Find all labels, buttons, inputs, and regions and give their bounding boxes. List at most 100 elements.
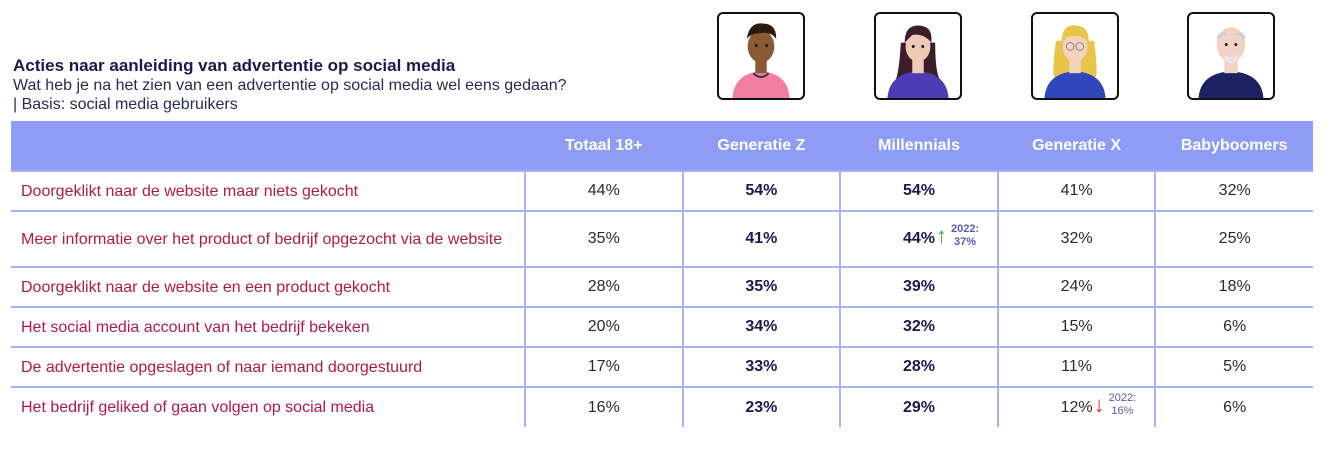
value-cell: 6% — [1154, 386, 1313, 427]
value-cell: 54% — [839, 170, 998, 211]
previous-year-value: 2022: 37% — [951, 223, 979, 249]
arrow-up-icon: ↑ — [936, 223, 947, 248]
cell-value: 35% — [588, 230, 620, 248]
cell-value: 17% — [588, 358, 620, 376]
cell-value-text: 11% — [1061, 358, 1092, 375]
value-cell: 32% — [996, 210, 1156, 267]
cell-value-text: 41% — [745, 230, 778, 247]
avatar-generatie-z — [717, 12, 805, 100]
trend-annotation: ↓ 2022: 16% — [1093, 392, 1137, 418]
value-cell: 28% — [524, 266, 683, 307]
value-cell: 12% ↓ 2022: 16% — [996, 386, 1156, 427]
cell-value-text: 23% — [745, 398, 778, 416]
value-cell: 33% — [681, 346, 841, 387]
row-label: Het social media account van het bedrijf… — [11, 306, 525, 347]
value-cell: 24% — [996, 266, 1156, 307]
row-label: Doorgeklikt naar de website en een produ… — [11, 266, 525, 307]
value-cell: 41% — [996, 170, 1156, 211]
cell-value-text: 54% — [745, 182, 778, 199]
column-header: Babyboomers — [1180, 136, 1288, 154]
cell-value-text: 35% — [587, 230, 620, 247]
cell-value-text: 35% — [745, 278, 778, 295]
cell-value: 44% ↑ 2022: 37% — [902, 223, 979, 248]
row-label: Doorgeklikt naar de website maar niets g… — [11, 170, 525, 211]
column-header — [11, 121, 525, 171]
value-cell: 25% — [1154, 210, 1313, 267]
cell-value: 41% — [745, 230, 777, 248]
cell-value: 16% — [588, 399, 620, 417]
value-cell: 44% ↑ 2022: 37% — [839, 210, 998, 267]
cell-value: 28% — [903, 358, 935, 376]
table-row: Meer informatie over het product of bedr… — [11, 210, 1313, 267]
table-row: Doorgeklikt naar de website maar niets g… — [11, 170, 1313, 211]
cell-value-text: 5% — [1223, 358, 1247, 375]
value-cell: 17% — [524, 346, 683, 387]
cell-value: 20% — [588, 318, 620, 336]
cell-value: 34% — [745, 318, 777, 336]
cell-value-text: 32% — [1218, 182, 1251, 199]
cell-value: 23% — [745, 399, 777, 417]
value-cell: 16% — [524, 386, 683, 427]
cell-value-text: 39% — [902, 278, 935, 295]
cell-value: 39% — [903, 278, 935, 296]
value-cell: 44% — [524, 170, 683, 211]
value-cell: 20% — [524, 306, 683, 347]
value-cell: 6% — [1154, 306, 1313, 347]
value-cell: 35% — [681, 266, 841, 307]
value-cell: 29% — [839, 386, 998, 427]
cell-value: 15% — [1061, 318, 1093, 336]
trend-annotation: ↑ 2022: 37% — [935, 223, 979, 249]
cell-value: 29% — [903, 399, 935, 417]
value-cell: 35% — [524, 210, 683, 267]
cell-value-text: 28% — [902, 358, 935, 375]
cell-value-text: 18% — [1218, 278, 1251, 295]
cell-value: 44% — [588, 182, 620, 200]
cell-value: 54% — [745, 182, 777, 200]
cell-value: 6% — [1223, 399, 1246, 417]
value-cell: 5% — [1154, 346, 1313, 387]
column-header: Generatie Z — [717, 136, 806, 154]
cell-value: 33% — [745, 358, 777, 376]
value-cell: 28% — [839, 346, 998, 387]
cell-value-text: 29% — [902, 398, 935, 416]
cell-value: 28% — [588, 278, 620, 296]
chart-title: Acties naar aanleiding van advertentie o… — [13, 56, 456, 75]
avatar-babyboomers — [1187, 12, 1275, 100]
cell-value-text: 16% — [587, 398, 620, 416]
cell-value-text: 44% — [902, 230, 935, 247]
column-header: Generatie X — [1032, 136, 1122, 154]
row-label: De advertentie opgeslagen of naar iemand… — [11, 346, 525, 387]
value-cell: 34% — [681, 306, 841, 347]
cell-value: 11% — [1061, 358, 1092, 376]
previous-year-percentage: 16% — [1111, 404, 1134, 417]
value-cell: 41% — [681, 210, 841, 267]
value-cell: 18% — [1154, 266, 1313, 307]
cell-value: 32% — [903, 318, 935, 336]
avatar-millennials — [874, 12, 962, 100]
column-header: Millennials — [878, 136, 960, 154]
chart-subtitle: Wat heb je na het zien van een advertent… — [13, 77, 567, 113]
cell-value-text: 24% — [1060, 278, 1093, 295]
row-label: Het bedrijf geliked of gaan volgen op so… — [11, 386, 525, 427]
cell-value: 18% — [1219, 278, 1251, 296]
table-row: Het social media account van het bedrijf… — [11, 306, 1313, 347]
table-header-row: Totaal 18+ Generatie Z Millennials Gener… — [11, 121, 1313, 171]
cell-value: 54% — [903, 182, 935, 200]
cell-value: 32% — [1061, 230, 1093, 248]
value-cell: 54% — [681, 170, 841, 211]
value-cell: 11% — [996, 346, 1156, 387]
cell-value-text: 32% — [902, 318, 935, 335]
previous-year-value: 2022: 16% — [1109, 392, 1137, 418]
cell-value-text: 32% — [1060, 230, 1093, 247]
arrow-down-icon: ↓ — [1093, 391, 1105, 417]
previous-year-label: 2022: — [951, 223, 980, 235]
row-label: Meer informatie over het product of bedr… — [11, 210, 525, 267]
cell-value-text: 44% — [587, 182, 620, 199]
chart-header: Acties naar aanleiding van advertentie o… — [13, 56, 573, 114]
cell-value-text: 41% — [1060, 182, 1093, 199]
value-cell: 23% — [681, 386, 841, 427]
table-row: De advertentie opgeslagen of naar iemand… — [11, 346, 1313, 387]
value-cell: 15% — [996, 306, 1156, 347]
cell-value-text: 6% — [1223, 398, 1247, 416]
avatar-generatie-x — [1031, 12, 1119, 100]
